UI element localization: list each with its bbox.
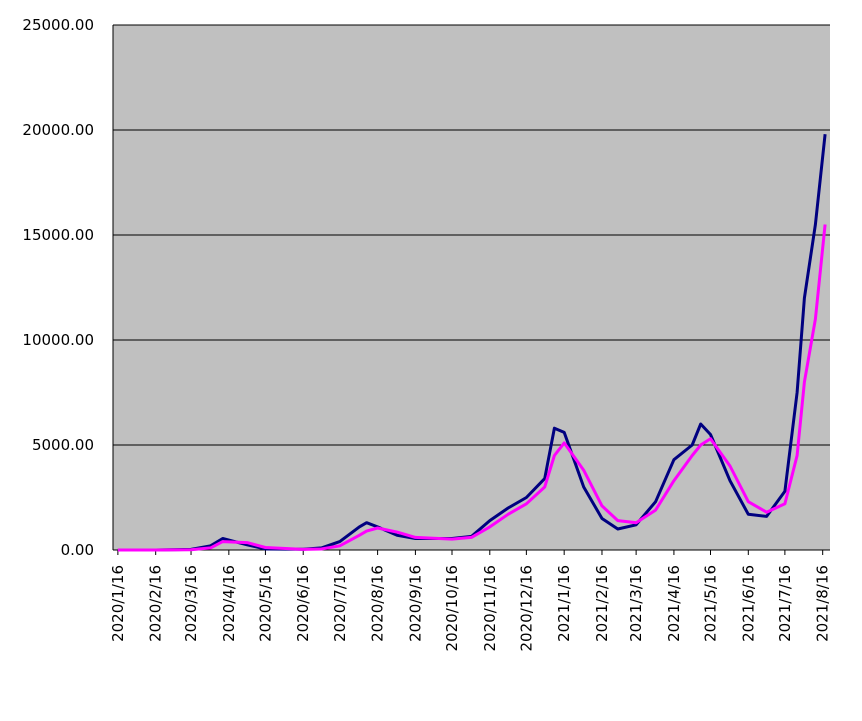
x-tick-label: 2021/6/16 xyxy=(739,565,757,642)
x-tick-label: 2021/7/16 xyxy=(776,565,794,642)
x-tick-label: 2020/2/16 xyxy=(147,565,165,642)
y-tick-label: 5000.00 xyxy=(32,436,94,454)
y-tick-label: 10000.00 xyxy=(22,331,94,349)
x-tick-label: 2020/3/16 xyxy=(182,565,200,642)
x-tick-label: 2020/10/16 xyxy=(443,565,461,651)
x-tick-label: 2020/5/16 xyxy=(256,565,274,642)
y-tick-label: 0.00 xyxy=(61,541,94,559)
series-line xyxy=(117,224,827,552)
plot-area xyxy=(113,25,830,550)
x-tick-label: 2021/8/16 xyxy=(814,565,832,642)
y-tick-label: 15000.00 xyxy=(22,226,94,244)
x-tick-label: 2020/12/16 xyxy=(517,565,535,651)
y-tick-label: 20000.00 xyxy=(22,121,94,139)
x-tick-label: 2020/6/16 xyxy=(294,565,312,642)
y-tick-label: 25000.00 xyxy=(22,16,94,34)
x-tick-label: 2021/3/16 xyxy=(627,565,645,642)
x-tick-label: 2020/7/16 xyxy=(331,565,349,642)
x-tick-label: 2020/8/16 xyxy=(369,565,387,642)
x-tick-label: 2021/5/16 xyxy=(702,565,720,642)
x-tick-label: 2021/1/16 xyxy=(555,565,573,642)
x-tick-label: 2020/9/16 xyxy=(406,565,424,642)
x-tick-label: 2021/2/16 xyxy=(593,565,611,642)
x-tick-label: 2020/1/16 xyxy=(109,565,127,642)
x-tick-label: 2021/4/16 xyxy=(665,565,683,642)
x-tick-label: 2020/11/16 xyxy=(481,565,499,651)
x-tick-label: 2020/4/16 xyxy=(220,565,238,642)
